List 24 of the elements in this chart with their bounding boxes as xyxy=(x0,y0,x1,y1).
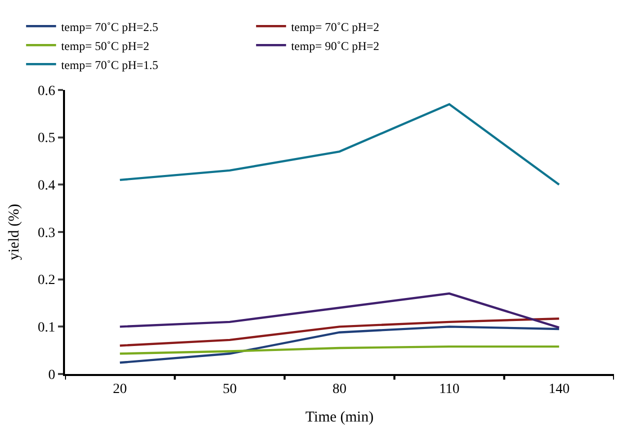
y-tick-label: 0 xyxy=(48,368,56,383)
line-series xyxy=(118,103,560,186)
legend-label: temp= 70˚C pH=1.5 xyxy=(61,58,158,72)
line-series xyxy=(118,318,560,347)
x-axis-title: Time (min) xyxy=(305,409,374,426)
x-tick-label: 110 xyxy=(439,382,460,397)
line-series xyxy=(118,292,560,329)
x-tick-label: 80 xyxy=(332,382,346,397)
line-series xyxy=(118,326,560,364)
y-tick-label: 0.5 xyxy=(38,131,56,146)
y-tick-label: 0.6 xyxy=(38,84,56,99)
y-tick-label: 0.1 xyxy=(38,320,56,336)
line-series xyxy=(118,345,560,355)
legend-label: temp= 70˚C pH=2 xyxy=(291,20,380,34)
y-axis-title: yield (%) xyxy=(6,204,22,260)
x-tick-label: 50 xyxy=(222,382,237,397)
y-tick-label: 0.3 xyxy=(38,226,56,241)
legend-label: temp= 90˚C pH=2 xyxy=(291,38,380,53)
x-tick-label: 140 xyxy=(548,382,570,397)
legend-label: temp= 70˚C pH=2.5 xyxy=(61,20,158,34)
y-tick-label: 0.2 xyxy=(38,273,56,288)
x-tick-label: 20 xyxy=(112,382,127,397)
y-tick-label: 0.4 xyxy=(38,178,56,194)
legend-label: temp= 50˚C pH=2 xyxy=(61,38,150,53)
